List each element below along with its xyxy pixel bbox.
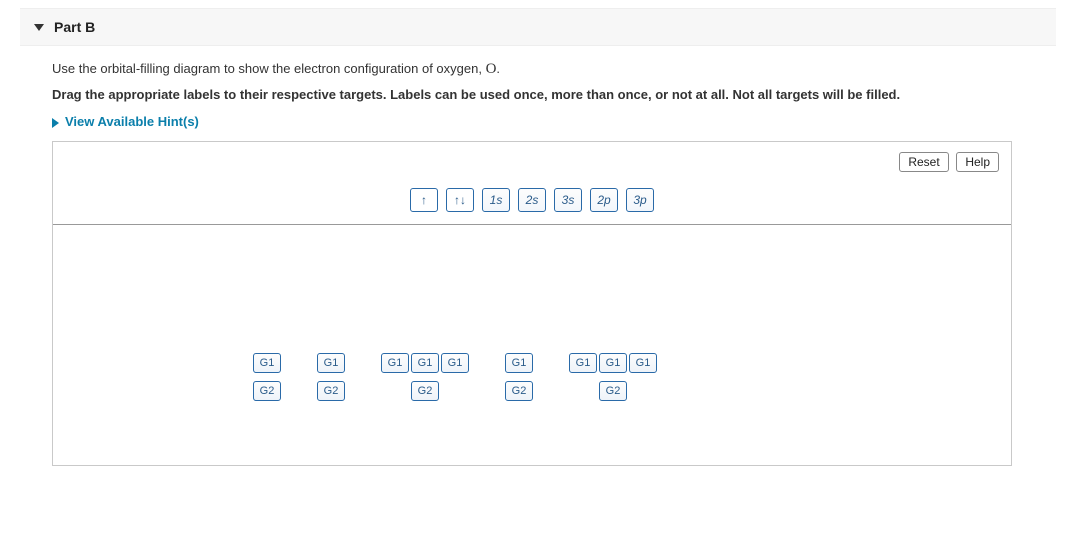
orbital-group-0: G1G2 — [253, 353, 281, 401]
reset-button[interactable]: Reset — [899, 152, 948, 172]
draggable-label-3[interactable]: 2s — [518, 188, 546, 212]
orbital-group-2: G1G1G1G2 — [381, 353, 469, 401]
draggable-label-2[interactable]: 1s — [482, 188, 510, 212]
hints-row: View Available Hint(s) — [20, 104, 1056, 135]
label-bank: ↑ ↑↓ 1s 2s 3s 2p 3p — [53, 172, 1011, 225]
workspace-panel: Reset Help ↑↑↓1s2s3s2p3p G1G2G1G2G1G1G1G… — [52, 141, 1012, 466]
view-hints-link[interactable]: View Available Hint(s) — [52, 114, 199, 129]
orbital-boxes-row: G1G1G1 — [381, 353, 469, 373]
orbital-target-g1[interactable]: G1 — [317, 353, 345, 373]
instructions: Use the orbital-filling diagram to show … — [20, 46, 1056, 104]
orbital-group-4: G1G1G1G2 — [569, 353, 657, 401]
orbital-boxes-row: G1 — [505, 353, 533, 373]
draggable-label-6[interactable]: 3p — [626, 188, 654, 212]
orbital-label-row: G2 — [253, 381, 281, 401]
draggable-label-0[interactable]: ↑ — [410, 188, 438, 212]
draggable-label-4[interactable]: 3s — [554, 188, 582, 212]
orbital-target-g1[interactable]: G1 — [505, 353, 533, 373]
draggable-label-1[interactable]: ↑↓ — [446, 188, 474, 212]
instruction-line-2: Drag the appropriate labels to their res… — [52, 85, 1024, 105]
hints-label: View Available Hint(s) — [65, 114, 199, 129]
orbital-target-g2[interactable]: G2 — [505, 381, 533, 401]
instr-pre: Use the orbital-filling diagram to show … — [52, 61, 486, 76]
draggable-label-5[interactable]: 2p — [590, 188, 618, 212]
orbital-label-row: G2 — [411, 381, 439, 401]
workspace-toolbar: Reset Help — [53, 142, 1011, 172]
chevron-right-icon — [52, 118, 59, 128]
orbital-boxes-row: G1 — [317, 353, 345, 373]
orbital-target-g2[interactable]: G2 — [599, 381, 627, 401]
orbital-target-g1[interactable]: G1 — [411, 353, 439, 373]
orbital-group-3: G1G2 — [505, 353, 533, 401]
target-groups: G1G2G1G2G1G1G1G2G1G2G1G1G1G2 — [253, 353, 657, 401]
orbital-label-row: G2 — [317, 381, 345, 401]
orbital-target-g1[interactable]: G1 — [381, 353, 409, 373]
instruction-line-1: Use the orbital-filling diagram to show … — [52, 58, 1024, 81]
orbital-target-g2[interactable]: G2 — [411, 381, 439, 401]
orbital-group-1: G1G2 — [317, 353, 345, 401]
orbital-target-g2[interactable]: G2 — [253, 381, 281, 401]
orbital-boxes-row: G1G1G1 — [569, 353, 657, 373]
orbital-target-g1[interactable]: G1 — [599, 353, 627, 373]
part-header[interactable]: Part B — [20, 8, 1056, 46]
instr-post: . — [496, 61, 500, 76]
help-button[interactable]: Help — [956, 152, 999, 172]
orbital-boxes-row: G1 — [253, 353, 281, 373]
orbital-target-g1[interactable]: G1 — [569, 353, 597, 373]
collapse-icon — [34, 24, 44, 31]
drop-area: G1G2G1G2G1G1G1G2G1G2G1G1G1G2 — [53, 225, 1011, 465]
orbital-target-g1[interactable]: G1 — [441, 353, 469, 373]
part-title: Part B — [54, 19, 95, 35]
element-symbol: O — [486, 61, 497, 77]
orbital-label-row: G2 — [505, 381, 533, 401]
orbital-target-g1[interactable]: G1 — [629, 353, 657, 373]
orbital-target-g2[interactable]: G2 — [317, 381, 345, 401]
orbital-label-row: G2 — [599, 381, 627, 401]
orbital-target-g1[interactable]: G1 — [253, 353, 281, 373]
